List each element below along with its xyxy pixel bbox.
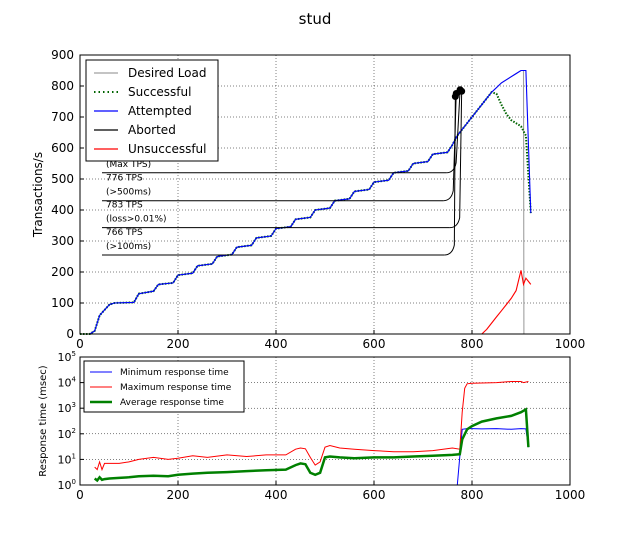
bottom-ytick-exponent-3: 3 [72,401,76,409]
bottom-ytick-label-3: 103 [58,401,76,415]
top-xtick-label-1000: 1000 [555,337,586,351]
annotation-label-1-line2: (>500ms) [106,188,151,198]
top-series [80,69,532,335]
series-maximum-response-time [94,381,529,472]
top-y-axis-label: Transactions/s [31,152,45,238]
legend-label-desired-load: Desired Load [128,66,206,80]
top-ytick-label-700: 700 [51,110,74,124]
annotation-connector-2 [449,91,463,229]
bottom-ytick-exponent-2: 2 [72,427,76,435]
top-xtick-label-0: 0 [76,337,84,351]
top-annotations: 788 TPS(Max TPS)776 TPS(>500ms)783 TPS(l… [102,86,466,256]
top-xtick-label-200: 200 [167,337,190,351]
bottom-ytick-label-4: 104 [58,376,77,390]
top-legend: Desired Load Successful Attempted Aborted Un… [85,59,219,162]
bottom-ytick-exponent-1: 1 [72,452,76,460]
annotation-connector-1 [443,93,457,202]
annotation-connector-3 [444,96,456,256]
annotation-dot-3 [451,93,459,101]
bottom-xtick-label-600: 600 [363,488,386,502]
bottom-legend: Minimum response time Maximum response ti… [83,360,245,413]
bottom-ytick-label-1: 101 [58,452,76,466]
annotation-label-2-line2: (loss>0.01%) [106,215,167,225]
annotation-label-3-line1: 766 TPS [106,228,143,238]
legend-label-unsuccessful: Unsuccessful [128,142,207,156]
top-ytick-label-800: 800 [51,79,74,93]
top-plot-frame [79,54,571,335]
top-ytick-label-900: 900 [51,48,74,62]
top-xtick-label-600: 600 [363,337,386,351]
legend-label-average-response-time: Average response time [120,398,224,408]
bottom-xtick-label-400: 400 [265,488,288,502]
annotation-dot-2 [458,87,466,95]
top-ticks: 0 200 400 600 800 1000 0 100 200 300 400 500 600 700 8… [51,48,585,351]
top-xtick-label-400: 400 [265,337,288,351]
legend-label-maximum-response-time: Maximum response time [120,383,232,393]
annotation-label-0-line2: (Max TPS) [106,160,151,170]
series-unsuccessful [481,270,532,335]
bottom-ytick-exponent-4: 4 [72,376,77,384]
legend-label-aborted: Aborted [128,123,176,137]
bottom-xtick-label-200: 200 [167,488,190,502]
top-xtick-label-800: 800 [461,337,484,351]
series-attempted [80,69,532,335]
annotation-label-2-line1: 783 TPS [106,201,143,211]
top-plot: 788 TPS(Max TPS)776 TPS(>500ms)783 TPS(l… [31,48,585,351]
bottom-xtick-label-800: 800 [461,488,484,502]
top-ytick-label-100: 100 [51,296,74,310]
legend-label-attempted: Attempted [128,104,192,118]
top-ytick-label-300: 300 [51,234,74,248]
bottom-ytick-exponent-0: 0 [72,478,76,486]
top-ytick-label-500: 500 [51,172,74,186]
bottom-xtick-label-1000: 1000 [555,488,586,502]
top-ytick-label-200: 200 [51,265,74,279]
bottom-ytick-label-2: 102 [58,427,76,441]
top-ytick-label-600: 600 [51,141,74,155]
annotation-label-1-line1: 776 TPS [106,174,143,184]
legend-label-successful: Successful [128,85,191,99]
bottom-xtick-label-0: 0 [76,488,84,502]
bottom-y-axis-label: Response time (msec) [38,365,49,476]
top-ytick-label-0: 0 [66,327,74,341]
bottom-ytick-label-5: 105 [58,350,76,364]
legend-label-minimum-response-time: Minimum response time [120,368,229,378]
top-ytick-label-400: 400 [51,203,74,217]
annotation-connector-0 [446,89,461,174]
bottom-ytick-exponent-5: 5 [72,350,76,358]
bottom-plot-frame [79,356,571,486]
series-average-response-time [93,407,530,483]
bottom-ytick-label-0: 100 [58,478,76,492]
annotation-label-3-line2: (>100ms) [106,242,151,252]
chart-title: stud [299,10,332,28]
